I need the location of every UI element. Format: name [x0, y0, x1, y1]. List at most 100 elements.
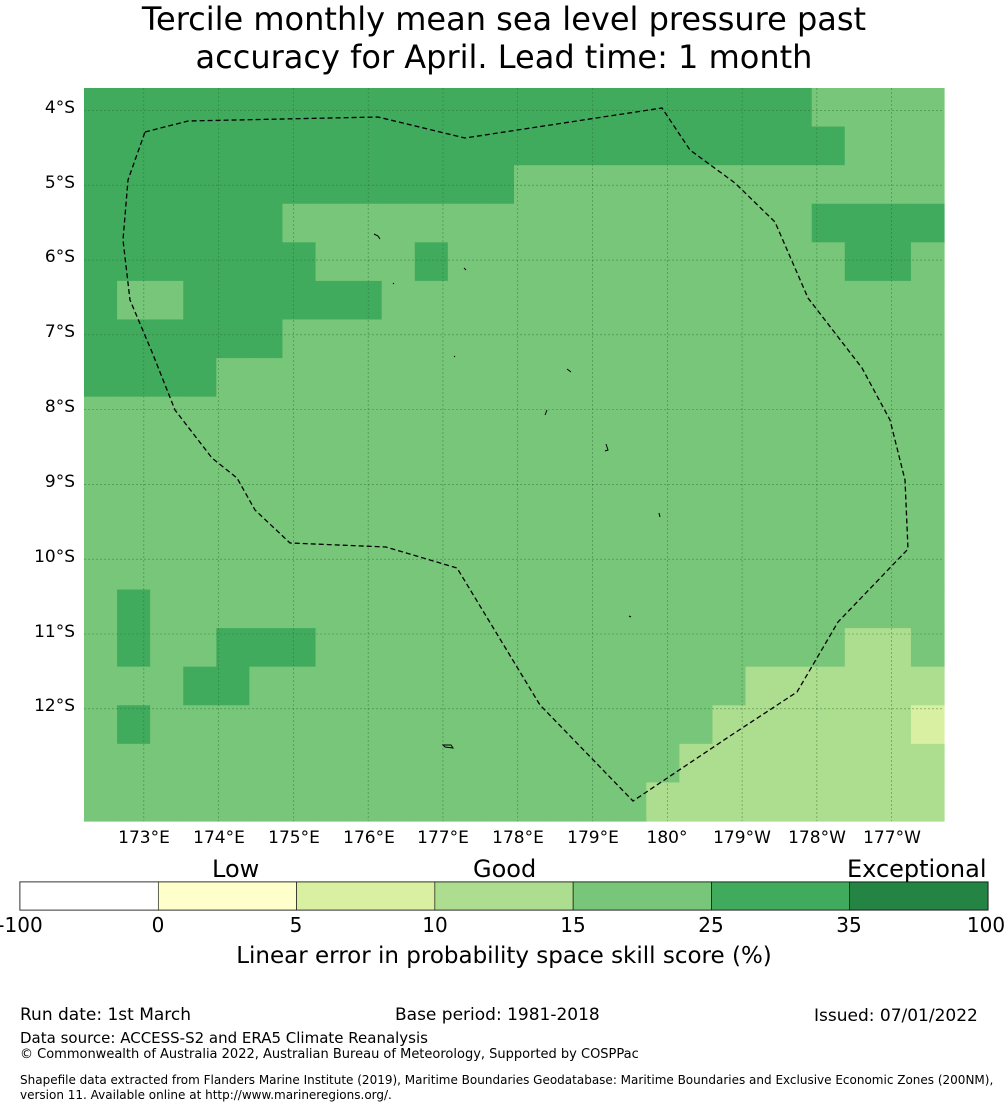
skill-cell	[447, 126, 482, 166]
skill-cell	[381, 628, 416, 668]
skill-cell	[646, 319, 680, 359]
skill-cell	[282, 396, 317, 436]
skill-cell	[613, 435, 647, 475]
skill-cell	[580, 358, 614, 398]
skill-cell	[877, 396, 912, 436]
lon-label: 180°	[646, 828, 688, 848]
skill-cell	[877, 628, 912, 668]
island	[373, 233, 381, 240]
skill-cell	[348, 743, 383, 784]
skill-cell	[778, 165, 813, 205]
skill-cell	[216, 358, 250, 398]
skill-cell	[117, 512, 151, 552]
skill-cell	[646, 743, 680, 784]
skill-cell	[580, 242, 614, 282]
skill-cell	[811, 589, 846, 629]
skill-cell	[414, 280, 449, 321]
skill-cell	[580, 165, 614, 205]
skill-cell	[547, 126, 581, 166]
skill-cell	[547, 512, 581, 552]
colorbar-tick: 15	[560, 913, 586, 937]
skill-cell	[447, 319, 482, 359]
skill-cell	[547, 435, 581, 475]
lon-label: 178°W	[788, 828, 846, 848]
skill-cell	[514, 280, 548, 321]
skill-cell	[844, 666, 879, 706]
island	[658, 512, 661, 518]
island	[463, 267, 467, 271]
lon-label: 174°E	[193, 828, 245, 848]
skill-cell	[910, 88, 945, 128]
skill-cell	[282, 628, 317, 668]
skill-cell	[646, 666, 680, 706]
skill-cell	[646, 280, 680, 321]
skill-cell	[216, 743, 250, 784]
lon-label: 179°W	[713, 828, 771, 848]
skill-cell	[547, 666, 581, 706]
skill-cell	[381, 782, 416, 822]
islands	[373, 233, 661, 749]
skill-cell	[613, 705, 647, 745]
skill-cell	[877, 705, 912, 745]
skill-cell	[348, 705, 383, 745]
island	[544, 409, 548, 416]
skill-cell	[679, 396, 714, 436]
skill-cell	[679, 126, 714, 166]
skill-cell	[480, 126, 515, 166]
copyright: © Commonwealth of Australia 2022, Austra…	[20, 1047, 639, 1062]
skill-cell	[216, 396, 250, 436]
skill-cell	[778, 203, 813, 243]
skill-cell	[381, 126, 416, 166]
skill-cell	[216, 165, 250, 205]
skill-cell	[84, 396, 118, 436]
skill-cell	[646, 126, 680, 166]
skill-cell	[249, 666, 284, 706]
skill-cell	[778, 435, 813, 475]
skill-cell	[910, 589, 945, 629]
skill-cell	[216, 705, 250, 745]
skill-cell	[844, 165, 879, 205]
skill-cell	[745, 319, 780, 359]
skill-cell	[117, 589, 151, 629]
colorbar-tick: 5	[289, 913, 303, 937]
skill-cell	[282, 782, 317, 822]
skill-cell	[910, 165, 945, 205]
skill-cell	[216, 782, 250, 822]
skill-cell	[447, 589, 482, 629]
skill-cell	[282, 88, 317, 128]
skill-cell	[480, 589, 515, 629]
skill-cell	[712, 435, 747, 475]
skill-cell	[811, 628, 846, 668]
colorbar-segment	[157, 881, 297, 911]
skill-cell	[150, 165, 184, 205]
lon-label: 177°E	[417, 828, 469, 848]
skill-cell	[877, 743, 912, 784]
lat-label: 6°S	[44, 247, 75, 267]
skill-cell	[811, 550, 846, 591]
skill-cell	[348, 203, 383, 243]
skill-cell	[249, 203, 284, 243]
skill-cell	[580, 589, 614, 629]
skill-cell	[84, 782, 118, 822]
skill-cell	[150, 743, 184, 784]
skill-cell	[348, 473, 383, 513]
skill-cell	[150, 550, 184, 591]
skill-cell	[282, 435, 317, 475]
skill-cell	[84, 628, 118, 668]
skill-cell	[447, 242, 482, 282]
skill-cell	[282, 705, 317, 745]
skill-cell	[315, 435, 350, 475]
skill-cell	[447, 435, 482, 475]
skill-cell	[712, 242, 747, 282]
skill-cell	[613, 782, 647, 822]
skill-cell	[778, 473, 813, 513]
skill-cell	[514, 666, 548, 706]
title-line-1: Tercile monthly mean sea level pressure …	[141, 0, 867, 38]
skill-cell	[646, 550, 680, 591]
skill-cell	[679, 628, 714, 668]
skill-cell	[745, 589, 780, 629]
skill-cell	[381, 435, 416, 475]
skill-cell	[216, 126, 250, 166]
skill-cell	[778, 280, 813, 321]
skill-cell	[646, 473, 680, 513]
